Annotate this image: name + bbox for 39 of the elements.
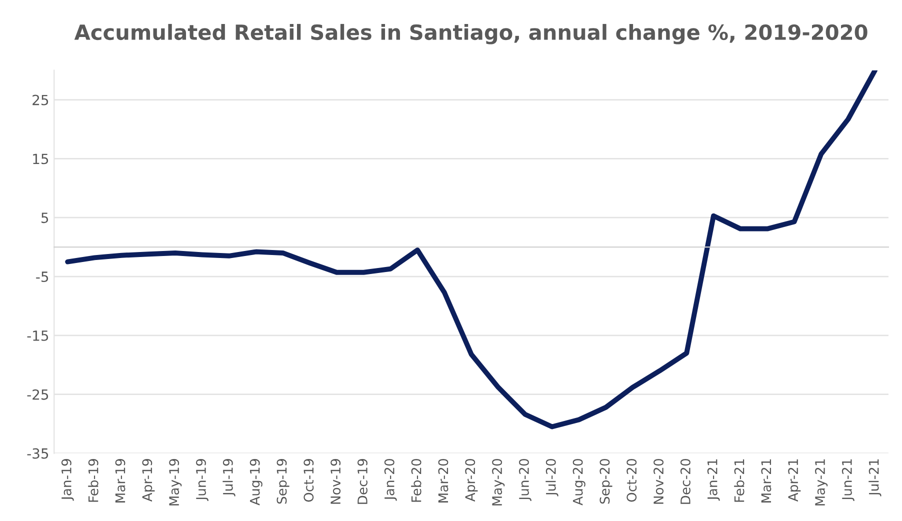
chart-title: Accumulated Retail Sales in Santiago, annual change %, 2019-2020	[74, 24, 868, 44]
x-tick-label: Apr-20	[465, 459, 478, 502]
x-tick-label: Aug-19	[250, 459, 262, 506]
x-tick-label: Nov-19	[330, 459, 341, 504]
y-tick-label: 25	[32, 94, 48, 106]
x-tick-label: Oct-20	[626, 459, 637, 502]
x-tick-label: Feb-19	[88, 459, 98, 502]
y-tick-label: 15	[33, 154, 48, 164]
x-tick-label: May-21	[815, 459, 828, 506]
x-tick-label: Jul-20	[546, 459, 558, 496]
x-tick-label: May-20	[492, 459, 505, 506]
x-tick-label: Apr-21	[788, 459, 801, 502]
x-tick-label: Jun-20	[518, 459, 532, 501]
x-tick-label: Mar-20	[438, 459, 448, 502]
x-tick-label: Apr-19	[142, 459, 155, 502]
x-tick-label: Jan-20	[384, 459, 397, 501]
x-tick-label: Jun-19	[196, 459, 208, 501]
x-tick-label: Sep-20	[600, 459, 612, 504]
x-tick-label: Mar-19	[115, 459, 126, 502]
y-tick-label: -25	[27, 389, 48, 400]
x-tick-label: Jul-21	[868, 459, 882, 496]
x-tick-label: May-19	[169, 459, 182, 506]
x-tick-label: Oct-19	[304, 459, 314, 502]
x-tick-label: Jan-21	[707, 459, 720, 501]
x-tick-label: Feb-21	[734, 459, 744, 502]
y-tick-label: 5	[41, 212, 48, 224]
x-tick-label: Jan-19	[61, 459, 74, 501]
y-tick-label: -15	[27, 330, 48, 341]
x-tick-label: Jun-21	[842, 459, 854, 501]
x-tick-label: Feb-20	[411, 459, 422, 502]
x-tick-label: Nov-20	[654, 459, 664, 504]
x-tick-label: Dec-20	[680, 459, 690, 504]
y-tick-label: -5	[36, 272, 48, 282]
y-tick-label: -35	[27, 448, 48, 459]
x-tick-label: Dec-19	[357, 459, 368, 504]
x-tick-label: Aug-20	[572, 459, 586, 506]
x-tick-label: Mar-21	[761, 459, 772, 502]
x-tick-label: Sep-19	[276, 459, 290, 504]
x-tick-label: Jul-19	[222, 459, 236, 496]
